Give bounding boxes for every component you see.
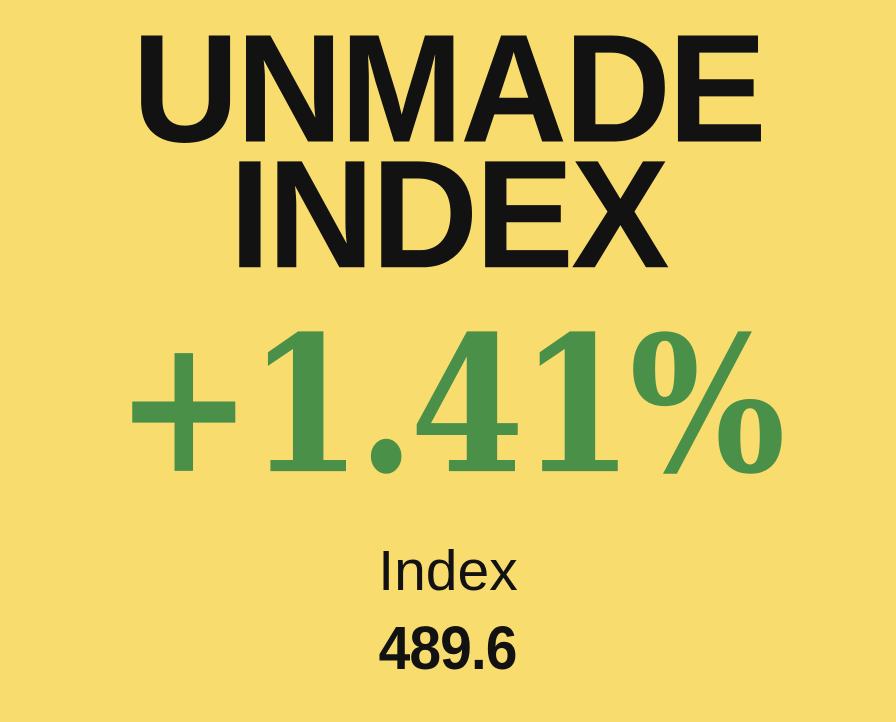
index-value: 489.6: [379, 613, 518, 682]
index-value-label: Index: [378, 538, 518, 603]
index-title-line1: UNMADE: [132, 3, 767, 175]
index-title-line2: INDEX: [229, 129, 669, 301]
index-title: UNMADE INDEX: [132, 3, 767, 301]
index-change-percent: +1.41%: [114, 293, 786, 516]
